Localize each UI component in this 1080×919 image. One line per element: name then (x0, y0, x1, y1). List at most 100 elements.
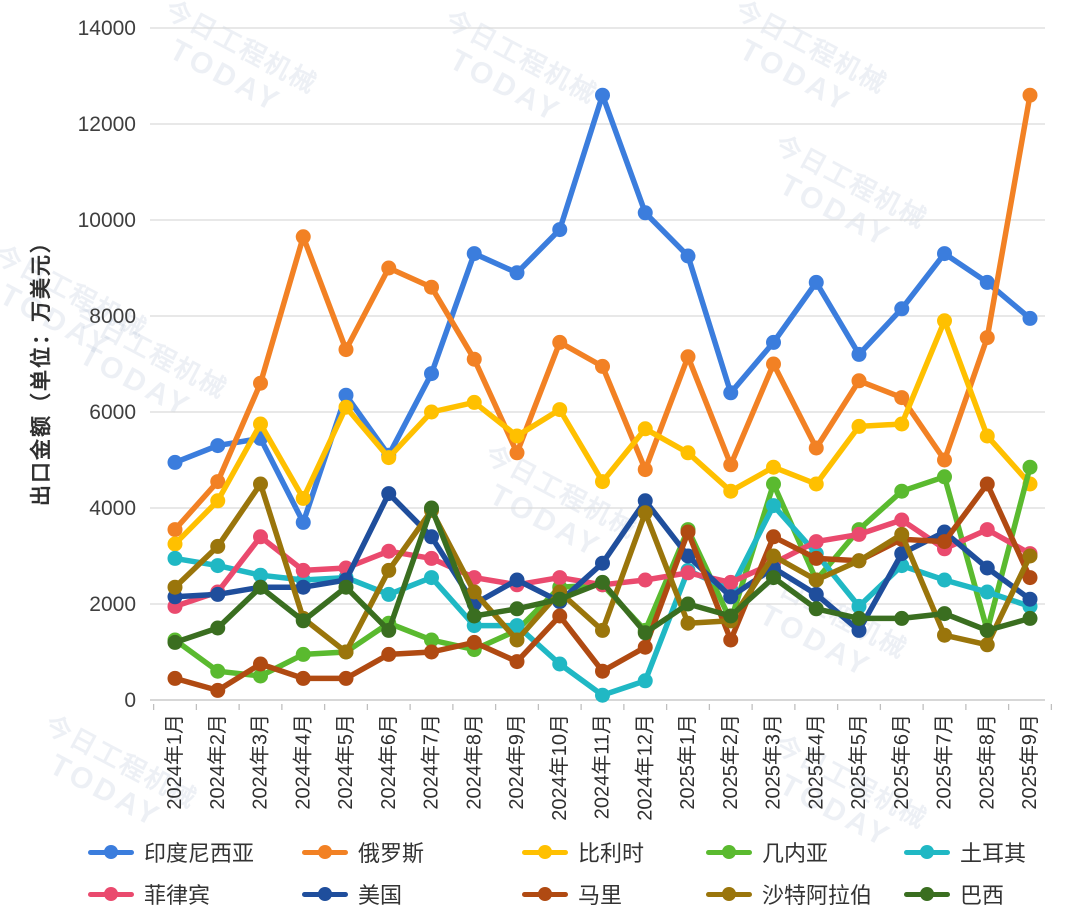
legend-marker-icon (706, 887, 752, 901)
data-point-沙特阿拉伯 (381, 562, 397, 578)
x-tick-label: 2025年7月 (933, 714, 956, 810)
data-point-俄罗斯 (595, 358, 610, 374)
data-point-巴西 (595, 574, 610, 590)
data-point-比利时 (808, 476, 824, 492)
data-point-印度尼西亚 (552, 222, 568, 238)
data-point-美国 (509, 572, 525, 588)
data-point-巴西 (167, 634, 183, 650)
data-point-土耳其 (167, 550, 183, 566)
data-point-印度尼西亚 (937, 246, 952, 262)
chart-legend: 印度尼西亚 俄罗斯 比利时 几内亚 土耳其 菲律宾 美国 马里 沙特阿拉伯 巴西 (88, 836, 1063, 910)
data-point-美国 (295, 579, 311, 595)
x-tick-label: 2025年1月 (676, 714, 699, 810)
legend-marker-icon (904, 887, 950, 901)
x-tick-label: 2025年4月 (804, 714, 827, 810)
data-point-马里 (808, 550, 824, 566)
data-point-马里 (466, 634, 482, 650)
legend-marker-icon (904, 845, 950, 859)
y-tick-label: 10000 (78, 209, 136, 232)
data-point-巴西 (766, 570, 781, 586)
data-point-几内亚 (766, 476, 781, 492)
data-point-比利时 (167, 536, 183, 552)
data-point-俄罗斯 (253, 375, 268, 391)
data-point-巴西 (552, 591, 568, 607)
data-point-马里 (509, 654, 525, 670)
data-point-几内亚 (937, 469, 952, 485)
data-point-土耳其 (424, 570, 439, 586)
data-point-土耳其 (595, 687, 610, 703)
data-point-沙特阿拉伯 (167, 579, 183, 595)
data-point-菲律宾 (253, 529, 268, 545)
legend-item-几内亚: 几内亚 (706, 836, 904, 868)
data-point-沙特阿拉伯 (253, 476, 268, 492)
data-point-俄罗斯 (894, 390, 910, 406)
data-point-比利时 (937, 313, 952, 329)
data-point-马里 (253, 656, 268, 672)
data-point-沙特阿拉伯 (937, 627, 952, 643)
data-point-巴西 (808, 601, 824, 617)
data-point-沙特阿拉伯 (680, 615, 696, 631)
legend-item-美国: 美国 (302, 878, 522, 910)
data-point-俄罗斯 (979, 330, 995, 346)
data-point-印度尼西亚 (338, 387, 354, 403)
data-point-俄罗斯 (808, 440, 824, 456)
data-point-马里 (595, 663, 610, 679)
data-point-比利时 (680, 445, 696, 461)
legend-item-土耳其: 土耳其 (904, 836, 1063, 868)
legend-marker-icon (522, 845, 568, 859)
legend-label: 几内亚 (762, 841, 829, 866)
data-point-菲律宾 (381, 543, 397, 559)
y-tick-label: 14000 (78, 17, 136, 40)
data-point-比利时 (253, 416, 268, 432)
legend-label: 马里 (578, 883, 623, 908)
data-point-巴西 (381, 622, 397, 638)
data-point-俄罗斯 (381, 260, 397, 276)
data-point-美国 (979, 560, 995, 576)
legend-label: 菲律宾 (144, 883, 211, 908)
data-point-美国 (1022, 591, 1038, 607)
data-point-菲律宾 (894, 512, 910, 528)
data-point-巴西 (723, 608, 739, 624)
data-point-比利时 (851, 418, 867, 434)
data-point-比利时 (894, 416, 910, 432)
data-point-印度尼西亚 (766, 334, 781, 350)
data-point-印度尼西亚 (466, 246, 482, 262)
x-tick-label: 2024年6月 (377, 714, 400, 810)
data-point-巴西 (509, 601, 525, 617)
data-point-土耳其 (851, 598, 867, 614)
data-point-俄罗斯 (338, 342, 354, 358)
data-point-菲律宾 (723, 574, 739, 590)
legend-item-马里: 马里 (522, 878, 706, 910)
data-point-俄罗斯 (466, 351, 482, 367)
data-point-印度尼西亚 (295, 514, 311, 530)
data-point-美国 (424, 529, 439, 545)
data-point-俄罗斯 (295, 229, 311, 245)
legend-label: 美国 (358, 883, 403, 908)
data-point-比利时 (637, 421, 653, 437)
data-point-巴西 (894, 610, 910, 626)
data-point-印度尼西亚 (680, 248, 696, 264)
data-point-几内亚 (1022, 459, 1038, 475)
data-point-沙特阿拉伯 (979, 637, 995, 653)
data-point-菲律宾 (552, 570, 568, 586)
legend-label: 沙特阿拉伯 (762, 883, 873, 908)
data-point-印度尼西亚 (167, 454, 183, 470)
legend-marker-icon (302, 887, 348, 901)
data-point-比利时 (723, 483, 739, 499)
data-point-菲律宾 (851, 526, 867, 542)
legend-item-俄罗斯: 俄罗斯 (302, 836, 522, 868)
x-tick-label: 2024年5月 (334, 714, 357, 810)
data-point-巴西 (295, 613, 311, 629)
data-point-沙特阿拉伯 (1022, 548, 1038, 564)
data-point-马里 (723, 632, 739, 648)
x-tick-label: 2024年12月 (633, 714, 656, 821)
data-point-土耳其 (637, 673, 653, 689)
data-point-菲律宾 (808, 534, 824, 550)
data-point-土耳其 (253, 567, 268, 583)
data-point-马里 (210, 682, 226, 698)
data-point-沙特阿拉伯 (466, 584, 482, 600)
data-point-马里 (979, 476, 995, 492)
data-point-几内亚 (295, 646, 311, 662)
x-tick-label: 2024年1月 (163, 714, 186, 810)
